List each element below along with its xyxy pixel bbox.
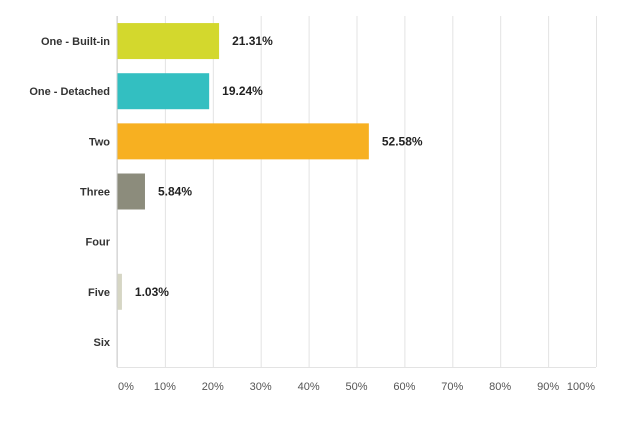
x-tick-label: 80% xyxy=(489,381,511,393)
x-tick-label: 40% xyxy=(298,381,320,393)
value-labels: 21.31% 19.24% 52.58% 5.84% 1.03% xyxy=(135,34,423,299)
category-label: Three xyxy=(80,187,110,199)
x-tick-label: 70% xyxy=(441,381,463,393)
x-tick-label: 50% xyxy=(345,381,367,393)
x-tick-label: 60% xyxy=(393,381,415,393)
category-label: Five xyxy=(88,287,110,299)
bar xyxy=(117,173,145,210)
bar xyxy=(117,23,220,60)
x-tick-label: 30% xyxy=(250,381,272,393)
bar xyxy=(117,73,210,110)
bar xyxy=(117,273,122,310)
x-tick-label: 0% xyxy=(118,381,134,393)
category-labels: One - Built-in One - Detached Two Three Four… xyxy=(29,36,111,349)
bar xyxy=(117,123,369,160)
category-label: Two xyxy=(89,136,110,148)
x-tick-labels: 0% 10% 20% 30% 40% 50% 60% 70% 80% 90% 100% xyxy=(118,381,595,393)
category-label: Six xyxy=(93,337,110,349)
value-label: 21.31% xyxy=(232,34,273,48)
value-label: 1.03% xyxy=(135,285,169,299)
category-label: Four xyxy=(86,237,111,249)
value-label: 5.84% xyxy=(158,185,192,199)
x-tick-label: 20% xyxy=(202,381,224,393)
value-label: 52.58% xyxy=(382,134,423,148)
x-tick-label: 100% xyxy=(567,381,595,393)
category-label: One - Built-in xyxy=(41,36,110,48)
x-tick-label: 90% xyxy=(537,381,559,393)
x-tick-label: 10% xyxy=(154,381,176,393)
grid-lines xyxy=(117,16,597,368)
value-label: 19.24% xyxy=(222,84,263,98)
category-label: One - Detached xyxy=(29,86,110,98)
bars xyxy=(117,23,369,310)
